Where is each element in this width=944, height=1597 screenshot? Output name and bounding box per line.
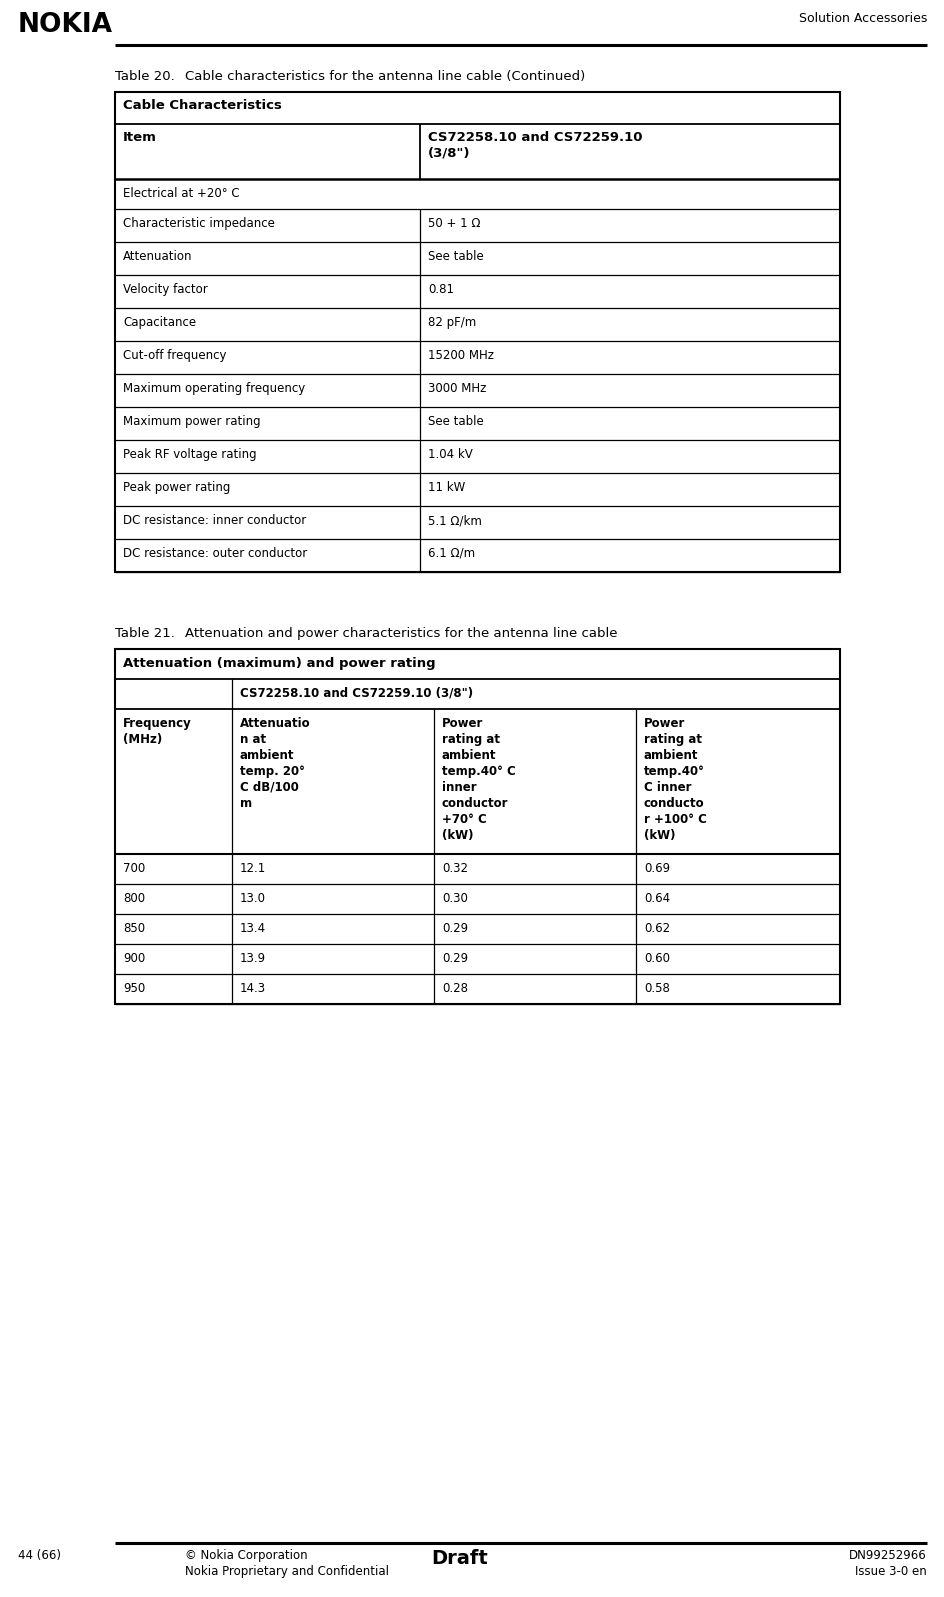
- Text: Cable characteristics for the antenna line cable (Continued): Cable characteristics for the antenna li…: [185, 70, 584, 83]
- Text: 5.1 Ω/km: 5.1 Ω/km: [428, 514, 481, 527]
- Text: 14.3: 14.3: [240, 982, 266, 995]
- Text: 50 + 1 Ω: 50 + 1 Ω: [428, 217, 480, 230]
- Text: See table: See table: [428, 251, 483, 264]
- Text: Characteristic impedance: Characteristic impedance: [123, 217, 275, 230]
- Text: DC resistance: outer conductor: DC resistance: outer conductor: [123, 548, 307, 561]
- Text: Cable Characteristics: Cable Characteristics: [123, 99, 281, 112]
- Text: NOKIA: NOKIA: [18, 13, 113, 38]
- Text: 0.62: 0.62: [643, 921, 669, 934]
- Text: Solution Accessories: Solution Accessories: [798, 13, 926, 26]
- Text: 15200 MHz: 15200 MHz: [428, 350, 494, 363]
- Text: 0.30: 0.30: [442, 893, 467, 905]
- Text: 0.64: 0.64: [643, 893, 669, 905]
- Text: 13.0: 13.0: [240, 893, 265, 905]
- Text: 0.29: 0.29: [442, 921, 467, 934]
- Text: 13.4: 13.4: [240, 921, 266, 934]
- Text: 12.1: 12.1: [240, 862, 266, 875]
- Text: 82 pF/m: 82 pF/m: [428, 316, 476, 329]
- Text: Maximum power rating: Maximum power rating: [123, 415, 261, 428]
- Text: Power
rating at
ambient
temp.40°
C inner
conducto
r +100° C
(kW): Power rating at ambient temp.40° C inner…: [643, 717, 706, 842]
- Text: 1.04 kV: 1.04 kV: [428, 449, 472, 462]
- Bar: [115, 648, 839, 1005]
- Text: 0.69: 0.69: [643, 862, 669, 875]
- Text: Draft: Draft: [431, 1549, 488, 1568]
- Text: Peak RF voltage rating: Peak RF voltage rating: [123, 449, 257, 462]
- Text: 11 kW: 11 kW: [428, 481, 464, 493]
- Text: 850: 850: [123, 921, 145, 934]
- Text: CS72258.10 and CS72259.10
(3/8"): CS72258.10 and CS72259.10 (3/8"): [428, 131, 642, 160]
- Text: 700: 700: [123, 862, 145, 875]
- Text: 0.32: 0.32: [442, 862, 467, 875]
- Text: 44 (66): 44 (66): [18, 1549, 61, 1562]
- Text: Attenuatio
n at
ambient
temp. 20°
C dB/100
m: Attenuatio n at ambient temp. 20° C dB/1…: [240, 717, 311, 810]
- Text: Power
rating at
ambient
temp.40° C
inner
conductor
+70° C
(kW): Power rating at ambient temp.40° C inner…: [442, 717, 515, 842]
- Text: © Nokia Corporation: © Nokia Corporation: [185, 1549, 308, 1562]
- Text: Cut-off frequency: Cut-off frequency: [123, 350, 227, 363]
- Text: Attenuation: Attenuation: [123, 251, 193, 264]
- Text: 900: 900: [123, 952, 145, 965]
- Text: 0.60: 0.60: [643, 952, 669, 965]
- Text: Peak power rating: Peak power rating: [123, 481, 230, 493]
- Text: Electrical at +20° C: Electrical at +20° C: [123, 187, 240, 200]
- Text: 800: 800: [123, 893, 145, 905]
- Text: Capacitance: Capacitance: [123, 316, 196, 329]
- Bar: [115, 93, 839, 572]
- Text: CS72258.10 and CS72259.10 (3/8"): CS72258.10 and CS72259.10 (3/8"): [240, 687, 473, 699]
- Text: 0.81: 0.81: [428, 283, 453, 295]
- Text: Table 21.: Table 21.: [115, 628, 175, 640]
- Text: See table: See table: [428, 415, 483, 428]
- Text: Table 20.: Table 20.: [115, 70, 175, 83]
- Text: 0.28: 0.28: [442, 982, 467, 995]
- Text: Maximum operating frequency: Maximum operating frequency: [123, 382, 305, 394]
- Text: Nokia Proprietary and Confidential: Nokia Proprietary and Confidential: [185, 1565, 389, 1578]
- Text: 950: 950: [123, 982, 145, 995]
- Text: 0.29: 0.29: [442, 952, 467, 965]
- Text: Velocity factor: Velocity factor: [123, 283, 208, 295]
- Text: Item: Item: [123, 131, 157, 144]
- Text: Issue 3-0 en: Issue 3-0 en: [854, 1565, 926, 1578]
- Text: Attenuation (maximum) and power rating: Attenuation (maximum) and power rating: [123, 656, 435, 671]
- Text: DN99252966: DN99252966: [849, 1549, 926, 1562]
- Text: Frequency
(MHz): Frequency (MHz): [123, 717, 192, 746]
- Text: 13.9: 13.9: [240, 952, 266, 965]
- Text: 6.1 Ω/m: 6.1 Ω/m: [428, 548, 475, 561]
- Text: DC resistance: inner conductor: DC resistance: inner conductor: [123, 514, 306, 527]
- Text: Attenuation and power characteristics for the antenna line cable: Attenuation and power characteristics fo…: [185, 628, 616, 640]
- Text: 0.58: 0.58: [643, 982, 669, 995]
- Text: 3000 MHz: 3000 MHz: [428, 382, 486, 394]
